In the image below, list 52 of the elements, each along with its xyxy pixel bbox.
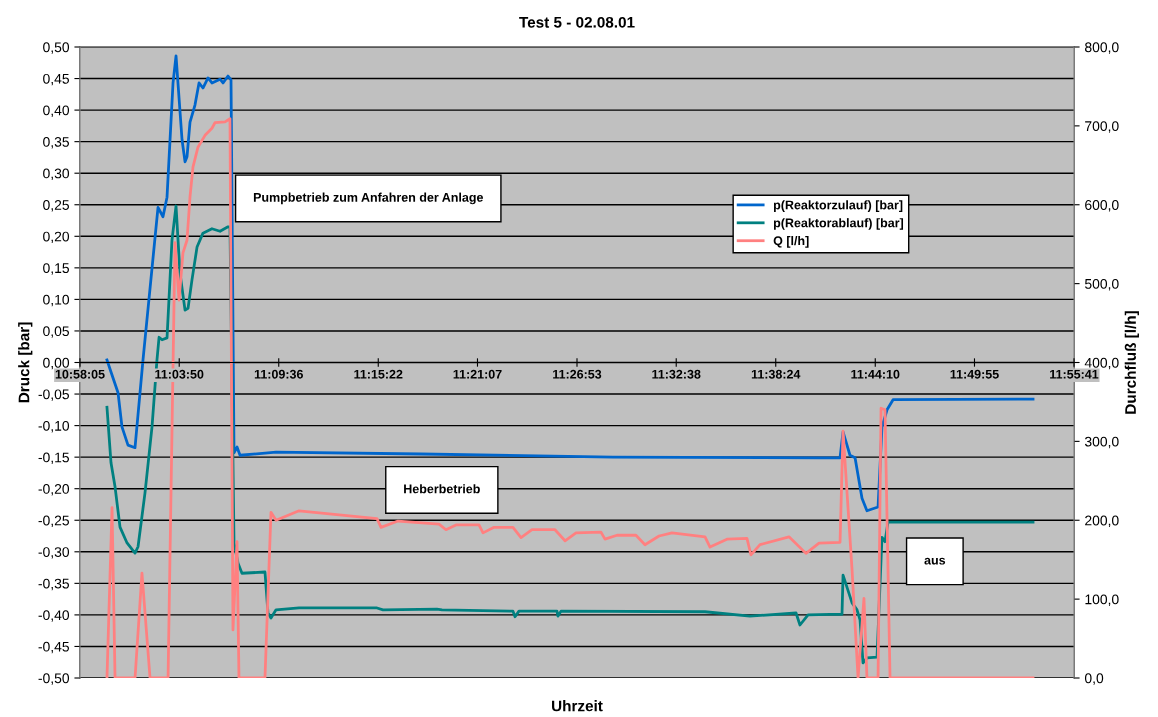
y-tick-label: -0,50 <box>38 673 70 685</box>
legend-label: Q [l/h] <box>773 236 809 248</box>
y-tick-label: -0,25 <box>38 515 69 528</box>
x-tick-label: 11:55:41 <box>1050 369 1099 379</box>
x-tick-label: 11:03:50 <box>155 369 204 379</box>
x-tick-label: 11:38:24 <box>751 369 801 379</box>
line-series <box>105 117 1035 678</box>
y-tick-label: -0,05 <box>38 389 69 401</box>
y2-tick-label: 500,0 <box>1084 278 1119 291</box>
legend-label: p(Reaktorzulauf) [bar] <box>773 200 903 212</box>
x-tick-label: 11:15:22 <box>354 369 403 379</box>
y-tick-label: 0,40 <box>43 105 70 117</box>
x-tick-label: 11:09:36 <box>254 369 303 379</box>
y-tick-label: -0,15 <box>38 452 69 464</box>
y-tick-label: -0,45 <box>38 641 69 654</box>
y2-tick-label: 700,0 <box>1085 121 1119 133</box>
y-tick-label: 0,25 <box>43 200 69 212</box>
y-tick-label: 0,45 <box>43 73 69 86</box>
y-tick-label: 0,05 <box>43 326 69 338</box>
y-tick-label: -0,20 <box>38 484 70 496</box>
y-tick-label: -0,10 <box>38 420 70 433</box>
y-tick-label: 0,15 <box>43 263 69 275</box>
x-axis-title: Uhrzeit <box>552 700 603 712</box>
y-tick-label: -0,30 <box>38 547 70 559</box>
y-tick-label: 0,20 <box>43 231 70 244</box>
y-tick-label: -0,40 <box>38 610 70 622</box>
y2-tick-label: 400,0 <box>1084 357 1119 370</box>
y-tick-label: -0,35 <box>38 578 69 591</box>
y2-tick-label: 800,0 <box>1085 42 1119 54</box>
annotation: Pumpbetrieb zum Anfahren der Anlage <box>253 192 484 205</box>
y2-tick-label: 600,0 <box>1085 200 1119 212</box>
y-tick-label: 0,30 <box>43 168 70 181</box>
x-tick-label: 11:32:38 <box>652 369 701 379</box>
y2-axis-title: Durchfluß [l/h] <box>1124 311 1139 414</box>
x-tick-label: 11:49:55 <box>950 369 999 379</box>
y-tick-label: 0,10 <box>43 294 70 307</box>
y2-tick-label: 200,0 <box>1085 515 1119 528</box>
annotation: aus <box>924 557 946 565</box>
x-tick-label: 11:44:10 <box>851 369 900 379</box>
chart-title: Test 5 - 02.08.01 <box>519 16 635 28</box>
annotation: Heberbetrieb <box>404 484 480 494</box>
x-tick-label: 11:21:07 <box>453 369 502 379</box>
y-tick-label: 0,50 <box>43 42 70 54</box>
y-tick-label: 0,35 <box>43 136 69 149</box>
x-tick-label: 10:58:05 <box>55 369 105 379</box>
y2-tick-label: 100,0 <box>1085 594 1119 606</box>
y-tick-label: 0,00 <box>43 357 70 370</box>
y2-tick-label: 300,0 <box>1084 436 1119 449</box>
y2-tick-label: 0,0 <box>1084 673 1104 685</box>
x-tick-label: 11:26:53 <box>553 369 602 379</box>
y-axis-title: Druck [bar] <box>18 322 33 403</box>
legend-label: p(Reaktorablauf) [bar] <box>773 218 904 230</box>
